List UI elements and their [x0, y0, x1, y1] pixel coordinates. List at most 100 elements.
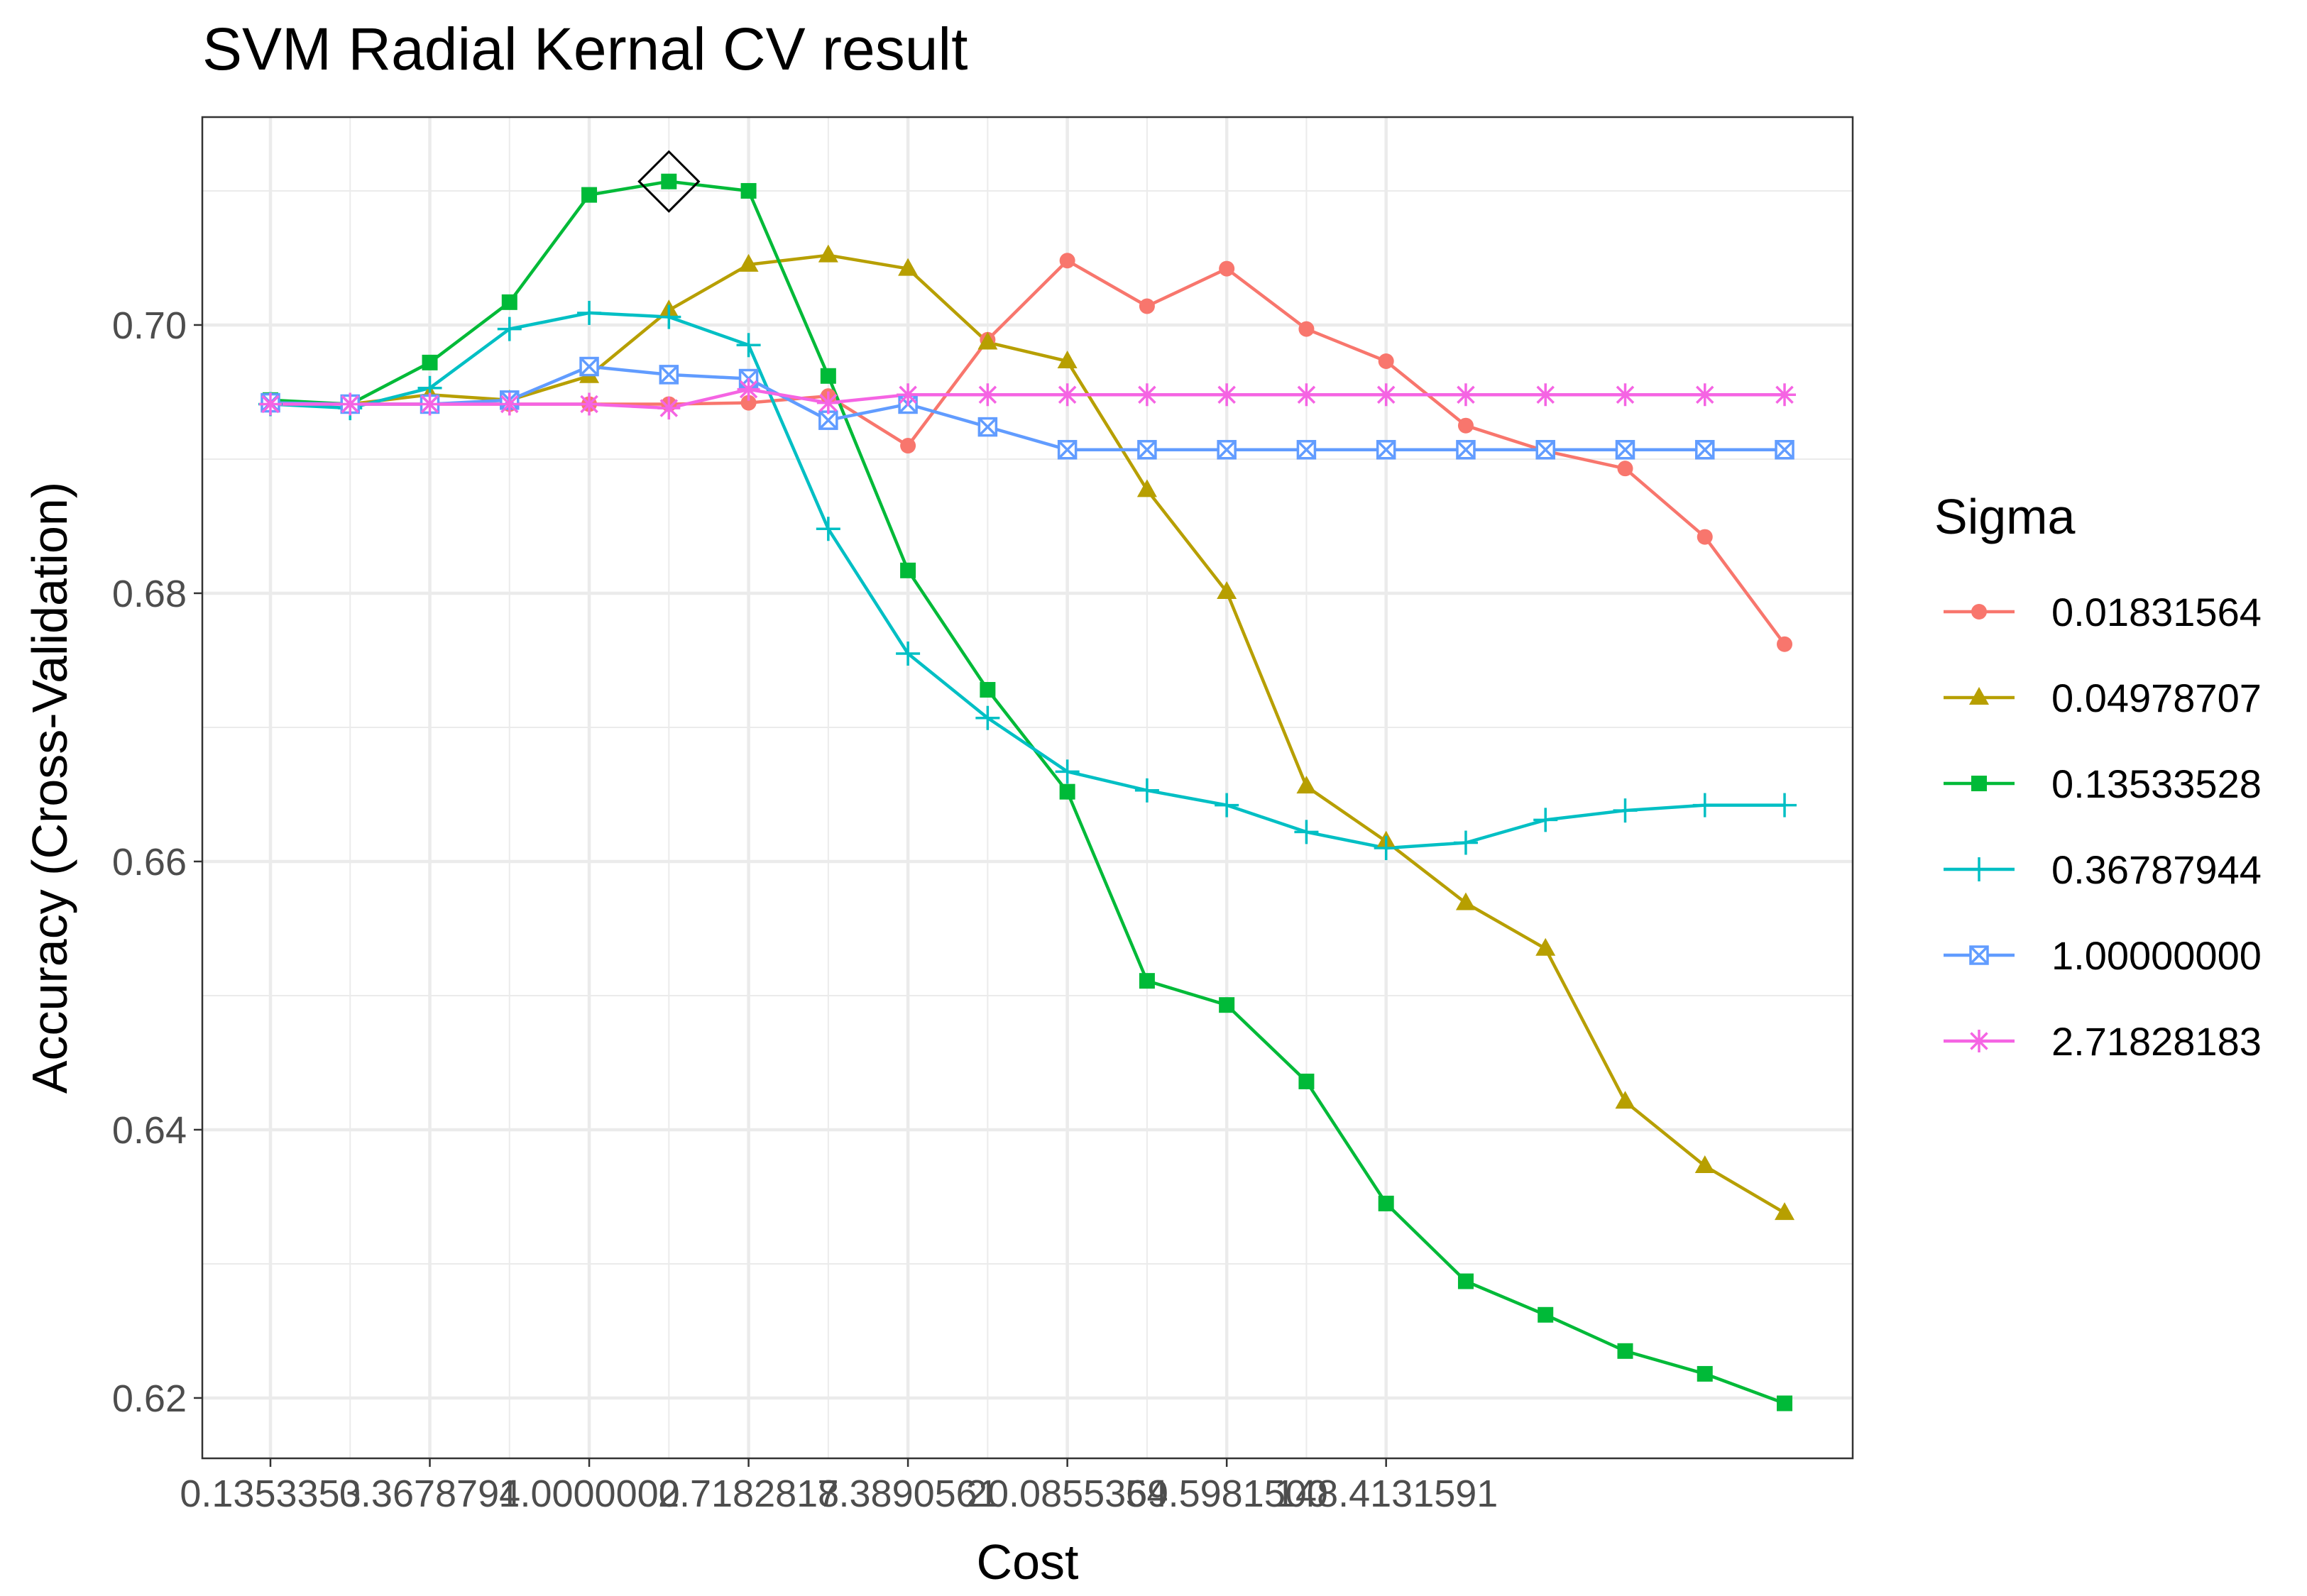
- y-axis-title: Accuracy (Cross-Validation): [22, 482, 77, 1094]
- data-point: [1455, 892, 1476, 910]
- data-point: [740, 182, 757, 199]
- data-point: [1057, 439, 1078, 460]
- data-point: [1057, 350, 1078, 368]
- data-point: [1456, 439, 1476, 460]
- data-point: [1219, 260, 1235, 277]
- legend-key-marker: [1969, 687, 1989, 705]
- data-point: [737, 378, 760, 401]
- data-point: [258, 392, 282, 416]
- data-point: [659, 365, 679, 385]
- data-point: [1617, 1343, 1633, 1359]
- data-point: [740, 395, 757, 411]
- panel-border: [201, 116, 1854, 1460]
- legend-key-marker: [1969, 945, 1989, 965]
- panel-background: [202, 117, 1853, 1458]
- x-axis-title: Cost: [977, 1534, 1079, 1590]
- data-point: [976, 383, 999, 407]
- data-point: [1137, 439, 1157, 460]
- data-point: [1454, 383, 1477, 407]
- legend-item: 0.36787944: [1944, 847, 2262, 892]
- y-tick-label: 0.64: [112, 1109, 187, 1152]
- legend-item: 0.01831564: [1944, 590, 2262, 634]
- data-point: [816, 517, 840, 541]
- legend: Sigma 0.01831564 0.04978707 0.13533528 0.36…: [1934, 489, 2262, 1064]
- data-point: [1538, 1306, 1554, 1323]
- legend-label: 2.71828183: [2051, 1019, 2262, 1064]
- data-point: [1697, 529, 1713, 545]
- data-point: [1693, 383, 1716, 407]
- data-point: [578, 392, 601, 416]
- x-tick-label: 54.5981500: [1126, 1473, 1328, 1515]
- data-point: [1374, 383, 1398, 407]
- y-tick-label: 0.68: [112, 573, 187, 615]
- best-result-diamond: [637, 150, 701, 213]
- data-point: [900, 562, 916, 578]
- data-point: [1059, 783, 1075, 800]
- data-point: [1457, 1273, 1474, 1289]
- data-point: [497, 317, 522, 341]
- x-tick-label: 20.0855369: [966, 1473, 1168, 1515]
- legend-key-marker: [1971, 776, 1987, 791]
- data-point: [1533, 808, 1558, 832]
- data-point: [1378, 1195, 1394, 1211]
- data-point: [1298, 1073, 1315, 1089]
- legend-title: Sigma: [1934, 489, 2075, 544]
- data-point: [1217, 581, 1237, 600]
- data-point: [577, 300, 602, 325]
- data-point: [1775, 1202, 1795, 1221]
- data-point: [1217, 439, 1237, 460]
- data-point: [339, 392, 362, 416]
- y-tick-label: 0.62: [112, 1377, 187, 1420]
- data-point: [657, 397, 681, 420]
- data-point: [977, 417, 998, 437]
- series-line-4: [270, 311, 1785, 850]
- data-point: [980, 682, 996, 698]
- data-point: [897, 383, 920, 407]
- data-point: [1056, 383, 1079, 407]
- legend-label: 0.36787944: [2051, 847, 2262, 892]
- data-point: [1775, 439, 1794, 460]
- data-point: [1613, 798, 1638, 823]
- data-point: [1453, 830, 1478, 855]
- data-point: [1294, 820, 1319, 844]
- data-point: [1534, 383, 1557, 407]
- data-point: [1615, 1091, 1635, 1109]
- data-point: [1697, 1365, 1713, 1382]
- data-point: [896, 642, 921, 666]
- data-point: [736, 333, 761, 358]
- legend-key-marker: [1968, 1030, 1990, 1052]
- legend-key-marker: [1971, 604, 1987, 620]
- plot-panel: [201, 116, 1854, 1460]
- data-point: [1457, 417, 1474, 434]
- data-point: [1378, 353, 1394, 369]
- data-point: [422, 354, 438, 370]
- data-point: [1296, 776, 1317, 794]
- data-point: [418, 392, 442, 416]
- data-point: [1694, 1155, 1715, 1173]
- data-point: [498, 392, 521, 416]
- x-tick-label: 2.7182818: [658, 1473, 839, 1515]
- legend-items: 0.01831564 0.04978707 0.13533528 0.36787944…: [1944, 590, 2262, 1064]
- data-point: [738, 253, 759, 272]
- data-point: [1692, 793, 1717, 818]
- data-point: [1139, 298, 1155, 314]
- legend-item: 0.13533528: [1944, 761, 2262, 806]
- x-tick-label: 0.3678794: [339, 1473, 520, 1515]
- series-line-5: [270, 365, 1785, 451]
- data-point: [1296, 439, 1317, 460]
- data-point: [1376, 439, 1396, 460]
- data-point: [1136, 479, 1157, 497]
- data-point: [820, 368, 836, 384]
- data-point: [1134, 778, 1159, 803]
- data-point: [657, 304, 681, 329]
- y-tick-label: 0.66: [112, 841, 187, 884]
- data-point: [581, 187, 598, 203]
- x-tick-label: 1.0000000: [498, 1473, 679, 1515]
- data-point: [501, 294, 517, 310]
- data-point: [1617, 461, 1633, 477]
- data-point: [1777, 636, 1793, 652]
- data-point: [1298, 321, 1315, 337]
- data-point: [1772, 793, 1797, 818]
- data-point: [975, 705, 1000, 730]
